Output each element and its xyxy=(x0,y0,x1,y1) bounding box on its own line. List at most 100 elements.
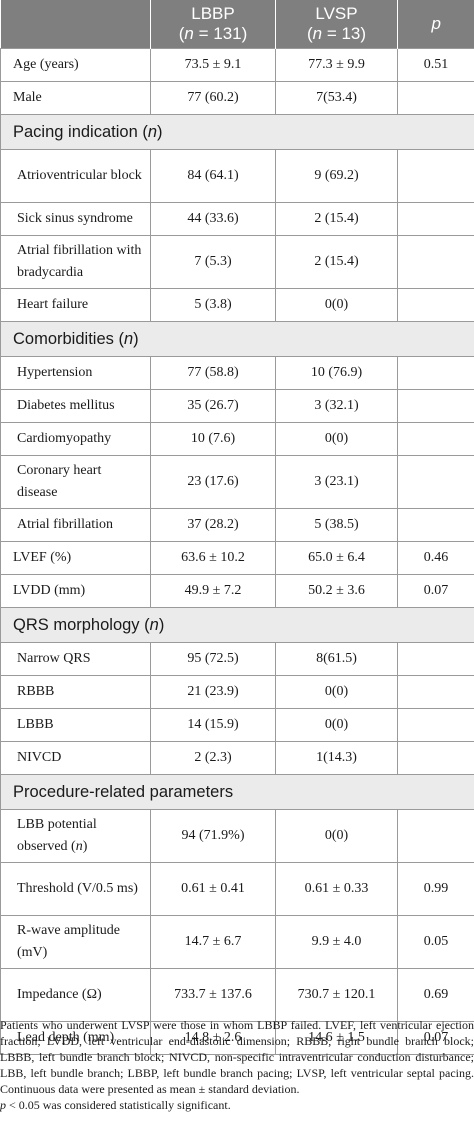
row-label: NIVCD xyxy=(0,741,151,775)
row-label: R-wave amplitude (mV) xyxy=(0,915,151,969)
footnote-abbreviations: Patients who underwent LVSP were those i… xyxy=(0,1018,474,1096)
row-label: LVEF (%) xyxy=(0,541,151,575)
cell-lvsp: 7(53.4) xyxy=(275,81,398,115)
cell-p xyxy=(397,356,474,390)
cell-lbbp: 94 (71.9%) xyxy=(150,809,276,863)
n-symbol: n xyxy=(75,839,83,854)
cell-lvsp: 0(0) xyxy=(275,809,398,863)
cell-p xyxy=(397,235,474,289)
table-row: Lead depth (mm) 14.8 ± 2.6 14.6 ± 1.5 0.… xyxy=(0,1021,474,1055)
table-row: Diabetes mellitus 35 (26.7) 3 (32.1) xyxy=(0,389,474,423)
row-label: LBBB xyxy=(0,708,151,742)
cell-p: 0.69 xyxy=(397,968,474,1022)
header-lvsp-count: = 13) xyxy=(322,24,367,43)
row-label: Heart failure xyxy=(0,288,151,322)
table-page: LBBP (n = 131) LVSP (n = 13) p Age (year… xyxy=(0,0,474,1112)
cell-lbbp: 84 (64.1) xyxy=(150,149,276,203)
table-row: LBBB 14 (15.9) 0(0) xyxy=(0,708,474,742)
cell-p xyxy=(397,708,474,742)
row-label: Age (years) xyxy=(0,48,151,82)
cell-p: 0.05 xyxy=(397,915,474,969)
row-label: Diabetes mellitus xyxy=(0,389,151,423)
cell-p xyxy=(397,455,474,509)
cell-lvsp: 8(61.5) xyxy=(275,642,398,676)
row-label: Atrial fibrillation xyxy=(0,508,151,542)
cell-lbbp: 5 (3.8) xyxy=(150,288,276,322)
table-row: Heart failure 5 (3.8) 0(0) xyxy=(0,288,474,322)
cell-lvsp: 0(0) xyxy=(275,288,398,322)
row-label: Lead depth (mm) xyxy=(0,1021,151,1055)
section-title-procedure: Procedure-related parameters xyxy=(0,774,474,810)
header-lbbp-count: = 131) xyxy=(193,24,248,43)
section-title-text: Pacing indication ( xyxy=(13,123,148,141)
row-label: Impedance (Ω) xyxy=(0,968,151,1022)
cell-lbbp: 2 (2.3) xyxy=(150,741,276,775)
cell-lbbp: 63.6 ± 10.2 xyxy=(150,541,276,575)
section-header-row: Comorbidities (n) xyxy=(0,321,474,357)
footnote-p-symbol: p xyxy=(0,1098,6,1112)
table-row: Hypertension 77 (58.8) 10 (76.9) xyxy=(0,356,474,390)
row-label: Atrioventricular block xyxy=(0,149,151,203)
cell-lvsp: 2 (15.4) xyxy=(275,235,398,289)
cell-lbbp: 77 (58.8) xyxy=(150,356,276,390)
table-row: Coronary heart disease 23 (17.6) 3 (23.1… xyxy=(0,455,474,509)
header-lbbp: LBBP (n = 131) xyxy=(150,0,276,49)
table-row: Atrial fibrillation with bradycardia 7 (… xyxy=(0,235,474,289)
cell-lbbp: 23 (17.6) xyxy=(150,455,276,509)
cell-lbbp: 10 (7.6) xyxy=(150,422,276,456)
row-label: RBBB xyxy=(0,675,151,709)
cell-p: 0.46 xyxy=(397,541,474,575)
table-row: Threshold (V/0.5 ms) 0.61 ± 0.41 0.61 ± … xyxy=(0,862,474,916)
row-label: Male xyxy=(0,81,151,115)
cell-p xyxy=(397,81,474,115)
section-header-row: Procedure-related parameters xyxy=(0,774,474,810)
cell-p: 0.07 xyxy=(397,574,474,608)
row-label: Hypertension xyxy=(0,356,151,390)
cell-lvsp: 2 (15.4) xyxy=(275,202,398,236)
table-row: R-wave amplitude (mV) 14.7 ± 6.7 9.9 ± 4… xyxy=(0,915,474,969)
cell-lbbp: 49.9 ± 7.2 xyxy=(150,574,276,608)
section-title-close: ) xyxy=(133,330,139,348)
header-lvsp-n-symbol: n xyxy=(312,24,323,43)
cell-lvsp: 0.61 ± 0.33 xyxy=(275,862,398,916)
cell-lvsp: 50.2 ± 3.6 xyxy=(275,574,398,608)
section-title-text: Comorbidities ( xyxy=(13,330,124,348)
cell-p xyxy=(397,741,474,775)
cell-p xyxy=(397,202,474,236)
table-row: Male 77 (60.2) 7(53.4) xyxy=(0,81,474,115)
cell-p xyxy=(397,642,474,676)
table-footnotes: Patients who underwent LVSP were those i… xyxy=(0,1017,474,1113)
cell-lbbp: 37 (28.2) xyxy=(150,508,276,542)
table-header: LBBP (n = 131) LVSP (n = 13) p xyxy=(0,0,474,49)
cell-p xyxy=(397,675,474,709)
table-row: LBB potential observed (n) 94 (71.9%) 0(… xyxy=(0,809,474,863)
cell-lbbp: 44 (33.6) xyxy=(150,202,276,236)
row-label-text: LBB potential observed ( xyxy=(17,817,97,854)
cell-lvsp: 0(0) xyxy=(275,422,398,456)
row-label: Atrial fibrillation with bradycardia xyxy=(0,235,151,289)
row-label: LBB potential observed (n) xyxy=(0,809,151,863)
table-row: Narrow QRS 95 (72.5) 8(61.5) xyxy=(0,642,474,676)
cell-lvsp: 730.7 ± 120.1 xyxy=(275,968,398,1022)
n-symbol: n xyxy=(147,123,158,141)
n-symbol: n xyxy=(149,616,159,634)
section-title-qrs: QRS morphology (n) xyxy=(0,607,474,643)
table-row: Impedance (Ω) 733.7 ± 137.6 730.7 ± 120.… xyxy=(0,968,474,1022)
header-lbbp-n-symbol: n xyxy=(184,24,194,43)
section-title-text: Procedure-related parameters xyxy=(13,783,234,801)
table-row: Sick sinus syndrome 44 (33.6) 2 (15.4) xyxy=(0,202,474,236)
section-title-close: ) xyxy=(158,616,165,634)
cell-lbbp: 733.7 ± 137.6 xyxy=(150,968,276,1022)
cell-p xyxy=(397,809,474,863)
cell-lbbp: 14.8 ± 2.6 xyxy=(150,1021,276,1055)
table-row: LVEF (%) 63.6 ± 10.2 65.0 ± 6.4 0.46 xyxy=(0,541,474,575)
cell-lvsp: 1(14.3) xyxy=(275,741,398,775)
header-lvsp-title: LVSP xyxy=(315,4,358,23)
cell-lvsp: 3 (32.1) xyxy=(275,389,398,423)
section-title-close: ) xyxy=(157,123,163,141)
cell-p xyxy=(397,422,474,456)
section-title-text: QRS morphology ( xyxy=(13,616,150,634)
cell-lbbp: 14 (15.9) xyxy=(150,708,276,742)
row-label: LVDD (mm) xyxy=(0,574,151,608)
cell-lvsp: 0(0) xyxy=(275,708,398,742)
